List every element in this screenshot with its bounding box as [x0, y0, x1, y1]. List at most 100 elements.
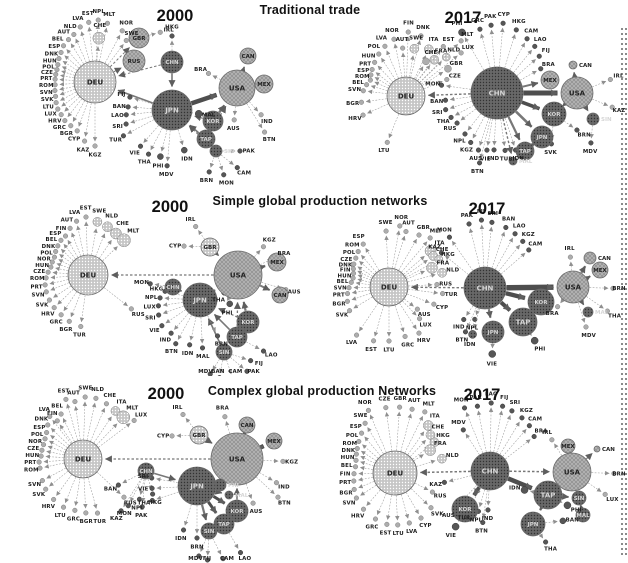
- label-ita: ITA: [429, 37, 440, 43]
- node-kgz: [520, 238, 526, 244]
- edge-jpn-ban: [545, 519, 558, 525]
- node-esp: [58, 237, 64, 243]
- edge-deu-hrv: [399, 303, 417, 330]
- edge-deu-mlt: [404, 415, 423, 453]
- label-esp: ESP: [48, 44, 60, 50]
- label-aus: AUS: [250, 509, 263, 515]
- edge-chn-npl: [467, 113, 481, 131]
- edge-kor-usa: [217, 104, 226, 114]
- hub-label-can: CAN: [241, 423, 254, 429]
- edge-deu-dnk: [62, 60, 78, 71]
- label-lva: LVA: [39, 407, 51, 413]
- label-kgz: KGZ: [522, 232, 535, 238]
- node-ind: [168, 330, 174, 336]
- edge-deu-hun: [360, 460, 374, 467]
- node-vie: [149, 485, 155, 491]
- edge-deu-swe: [82, 401, 88, 440]
- edge-chn-kor: [505, 291, 526, 301]
- node-gbr: [416, 232, 422, 238]
- label-est: EST: [443, 37, 455, 43]
- edge-deu-esp: [63, 243, 76, 260]
- year-label-simple-2000: 2000: [152, 198, 189, 216]
- node-mdv: [207, 371, 213, 376]
- label-vie: VIE: [130, 150, 141, 156]
- label-hkg: HKG: [150, 287, 164, 293]
- node-phi: [530, 336, 539, 345]
- node-bra: [205, 70, 212, 77]
- hub-label-usa: USA: [564, 469, 581, 477]
- edge-deu-lux: [98, 423, 131, 448]
- label-tur: TUR: [500, 157, 513, 163]
- label-hkg: HKG: [165, 25, 179, 31]
- hub-label-jpn: JPN: [527, 522, 539, 528]
- hub-label-jpn: JPN: [189, 483, 204, 491]
- node-cze: [383, 405, 389, 411]
- node-ind: [461, 316, 467, 323]
- node-swe: [409, 43, 420, 54]
- node-hrv: [416, 330, 422, 336]
- node-sri: [443, 107, 449, 113]
- label-mdv: MDV: [159, 172, 174, 178]
- edge-deu-bel: [355, 281, 370, 286]
- edge-chn-cam: [509, 42, 525, 70]
- edge-chn-aus: [479, 118, 490, 146]
- edge-deu-grc: [376, 493, 387, 515]
- node-kaz: [441, 479, 447, 485]
- label-aut: AUT: [67, 390, 80, 396]
- label-irl: IRL: [164, 28, 175, 34]
- label-kgz: KGZ: [263, 238, 276, 244]
- hub-label-deu: DEU: [80, 272, 97, 280]
- edge-deu-svn: [46, 467, 66, 479]
- label-pol: POL: [343, 250, 356, 256]
- edge-usa-bra: [560, 298, 565, 304]
- label-fij: FIJ: [117, 92, 125, 98]
- node-mex: [560, 438, 576, 454]
- hub-label-jpn: JPN: [536, 135, 548, 141]
- node-cam: [220, 556, 226, 562]
- label-bra: BRA: [194, 67, 208, 73]
- node-hun: [55, 62, 61, 68]
- hub-label-sin: SIN: [574, 496, 585, 502]
- node-chn: [164, 278, 182, 296]
- edge-deu-cze: [423, 80, 443, 89]
- edge-sin-mdv: [200, 538, 207, 552]
- node-can: [568, 60, 578, 70]
- node-pol: [353, 255, 359, 261]
- label-rom: ROM: [343, 441, 358, 447]
- node-nor: [391, 36, 397, 42]
- node-ind: [491, 147, 497, 153]
- node-npl: [95, 17, 101, 23]
- label-pak: PAK: [243, 149, 256, 155]
- hub-label-jpn: JPN: [487, 330, 499, 336]
- edge-usa-brn: [591, 470, 610, 476]
- label-aut: AUT: [396, 37, 409, 43]
- label-che: CHE: [116, 221, 129, 227]
- node-cze: [53, 71, 59, 77]
- label-tha: THA: [544, 547, 558, 553]
- node-esp: [360, 241, 366, 247]
- label-nor: NOR: [358, 400, 372, 406]
- node-dnk: [45, 422, 51, 428]
- label-nld: NLD: [446, 267, 459, 273]
- node-usa: [213, 250, 263, 300]
- label-hkg: HKG: [148, 500, 162, 506]
- node-rus: [128, 306, 134, 312]
- label-btn: BTN: [165, 349, 178, 355]
- label-fra: FRA: [434, 441, 447, 447]
- node-hrv: [360, 112, 366, 118]
- node-ban: [559, 517, 567, 525]
- label-ban: BAN: [113, 104, 127, 110]
- node-kgz: [92, 143, 98, 149]
- label-mon: MON: [454, 397, 469, 403]
- edge-chn-deu: [118, 64, 161, 78]
- edge-deu-svn: [360, 485, 377, 496]
- hub-label-mex: MEX: [543, 78, 557, 84]
- node-cyp: [431, 301, 437, 307]
- node-rus: [434, 281, 440, 288]
- node-lao: [123, 112, 129, 118]
- edge-jpn-sin: [200, 504, 208, 521]
- edge-deu-pol: [381, 57, 396, 80]
- label-npl: NPL: [470, 517, 483, 523]
- edge-deu-est: [87, 26, 94, 61]
